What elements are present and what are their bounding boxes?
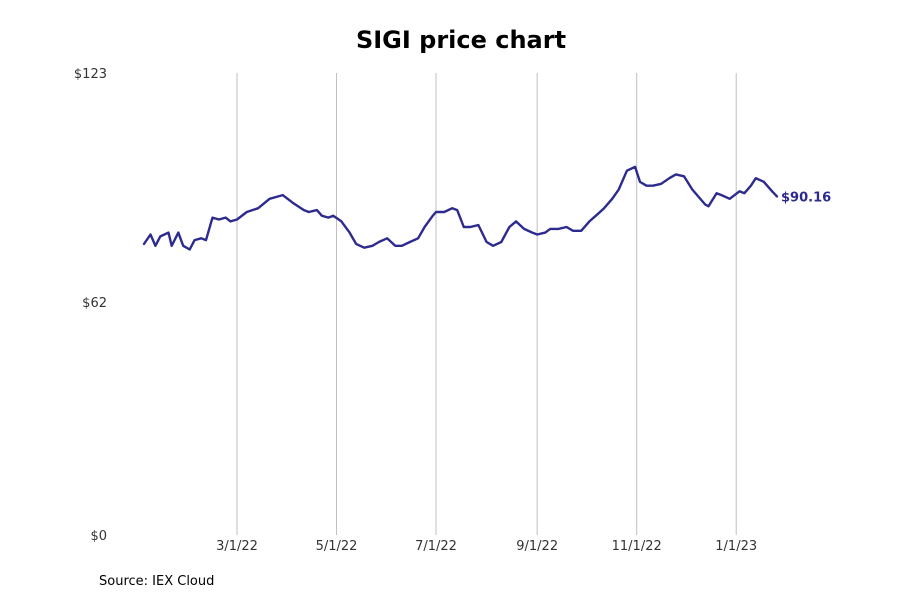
x-tick-label: 7/1/22: [415, 539, 457, 554]
price-series-line: [142, 165, 779, 251]
x-tick-label: 3/1/22: [216, 539, 258, 554]
y-axis: $0 $62 $123: [74, 67, 107, 544]
price-points: [143, 166, 778, 250]
x-tick-label: 9/1/22: [516, 539, 558, 554]
y-tick-label: $62: [82, 296, 107, 311]
x-tick-label: 1/1/23: [715, 539, 757, 554]
chart-title: SIGI price chart: [355, 26, 567, 54]
y-tick-label: $0: [90, 529, 107, 544]
x-tick-label: 5/1/22: [316, 539, 358, 554]
last-price-label: $90.16: [781, 190, 831, 205]
x-tick-label: 11/1/22: [612, 539, 662, 554]
y-tick-label: $123: [74, 67, 107, 82]
x-axis: 3/1/22 5/1/22 7/1/22 9/1/22 11/1/22 1/1/23: [216, 539, 757, 554]
grid-lines: [236, 73, 737, 535]
source-note: Source: IEX Cloud: [99, 574, 215, 589]
